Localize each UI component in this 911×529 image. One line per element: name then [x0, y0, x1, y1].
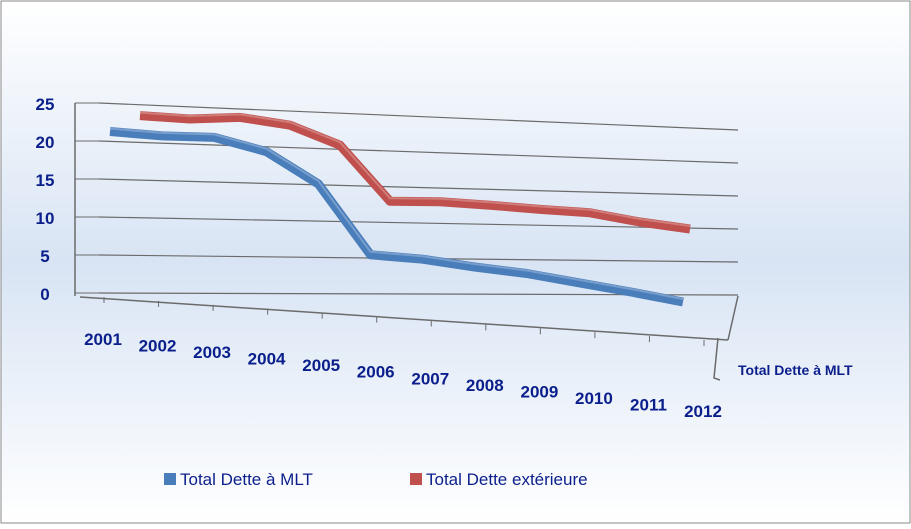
x-tick-label: 2005: [302, 356, 340, 375]
x-tick-label: 2003: [193, 343, 231, 362]
y-tick-label: 5: [40, 247, 49, 266]
legend-label: Total Dette extérieure: [426, 470, 588, 489]
legend-swatch: [164, 473, 176, 485]
y-tick-label: 15: [36, 171, 55, 190]
x-tick-label: 2012: [684, 402, 722, 421]
y-tick-label: 10: [36, 209, 55, 228]
series-line: [139, 111, 691, 234]
x-axis: 2001 2002 2003 2004 2005 2006 2007 2008 2009 2010…: [84, 297, 722, 421]
x-tick-label: 2009: [520, 382, 558, 401]
gridline: [98, 216, 739, 230]
series-line: [109, 127, 684, 307]
x-tick-label: 2006: [357, 363, 395, 382]
depth-axis-line: [713, 337, 721, 381]
legend-label: Total Dette à MLT: [180, 470, 313, 489]
x-axis-line: [79, 296, 729, 341]
series-highlight: [109, 127, 684, 300]
x-tick-label: 2007: [411, 369, 449, 388]
floor-edge: [727, 295, 739, 341]
depth-axis-label: Total Dette à MLT: [738, 362, 853, 378]
series-highlight: [139, 111, 691, 227]
x-tick-label: 2008: [466, 376, 504, 395]
gridline: [98, 102, 739, 131]
x-tick-label: 2004: [248, 350, 286, 369]
legend-swatch: [410, 473, 422, 485]
gridline: [98, 178, 739, 197]
y-axis: 0 5 10 15 20 25: [36, 95, 55, 304]
legend: Total Dette à MLT Total Dette extérieure: [164, 470, 588, 489]
x-tick-label: 2002: [139, 337, 177, 356]
gridline: [98, 140, 739, 164]
y-tick-label: 25: [36, 95, 55, 114]
x-tick-label: 2001: [84, 330, 122, 349]
series-ribbons: [109, 111, 691, 307]
x-tick-label: 2011: [630, 396, 667, 415]
y-tick-label: 0: [40, 285, 49, 304]
y-tick-label: 20: [36, 133, 55, 152]
x-tick-label: 2010: [575, 389, 613, 408]
